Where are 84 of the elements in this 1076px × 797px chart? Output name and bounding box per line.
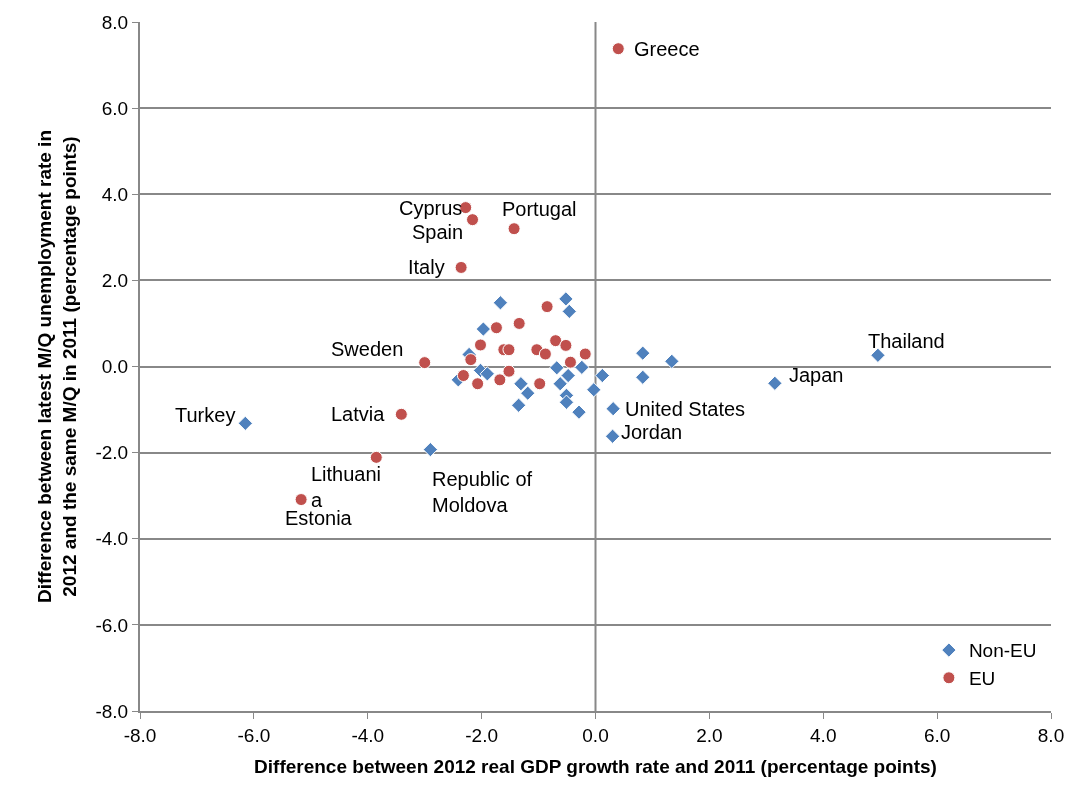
point	[540, 300, 554, 314]
point	[604, 428, 621, 444]
point	[552, 376, 568, 392]
annotation: Italy	[408, 256, 445, 278]
x-tick-label: 0.0	[582, 724, 609, 746]
annotation: Portugal	[502, 198, 577, 220]
legend-label: EU	[968, 668, 996, 690]
point	[635, 345, 651, 361]
point	[611, 42, 625, 56]
x-tick-label: 4.0	[810, 724, 837, 746]
y-tick-label: 8.0	[101, 11, 129, 33]
point	[571, 404, 587, 420]
point	[561, 303, 577, 320]
x-tick-label: -2.0	[465, 724, 499, 746]
point	[560, 367, 576, 384]
x-tick-label: 2.0	[696, 724, 723, 746]
point	[493, 373, 507, 387]
point	[418, 356, 432, 370]
y-tick-label: -8.0	[95, 700, 129, 722]
point	[520, 385, 536, 401]
y-tick-label: -6.0	[95, 614, 129, 636]
y-tick-label: -4.0	[95, 528, 129, 550]
annotation: United States	[625, 398, 746, 420]
annotation: Jordan	[621, 421, 683, 443]
point	[502, 364, 516, 378]
point	[767, 375, 783, 391]
y-tick-label: 2.0	[101, 270, 129, 292]
point	[369, 450, 383, 464]
point	[510, 397, 527, 413]
legend-label: Non-EU	[968, 640, 1037, 662]
x-axis-title: Difference between 2012 real GDP growth rate and 2011 (percentage points)	[254, 756, 937, 778]
point	[513, 376, 529, 392]
point	[466, 213, 480, 227]
x-tick-label: 8.0	[1037, 724, 1065, 746]
point	[294, 493, 308, 507]
point	[870, 347, 886, 363]
point	[574, 359, 590, 376]
point	[471, 377, 485, 391]
point	[664, 353, 680, 369]
point	[578, 347, 592, 361]
point	[464, 353, 478, 367]
point	[394, 407, 408, 421]
point	[502, 343, 516, 357]
point	[549, 360, 565, 376]
point	[558, 394, 575, 410]
point	[635, 369, 651, 385]
point	[507, 222, 521, 236]
point	[549, 334, 563, 348]
annotation: Japan	[789, 364, 844, 386]
point	[586, 382, 602, 398]
y-tick-label: 6.0	[101, 97, 129, 119]
point	[237, 415, 253, 431]
point	[454, 260, 468, 274]
point	[475, 321, 491, 337]
x-tick-label: -4.0	[351, 724, 385, 746]
annotation: Sweden	[331, 338, 404, 360]
x-tick-label: 6.0	[923, 724, 951, 746]
annotation: Spain	[412, 221, 464, 243]
y-axis-title: Difference between latest M/Q unemployment rate in 2012 and the same M/Q in 2011 (percentage points)	[34, 130, 80, 603]
annotation: Cyprus	[399, 197, 463, 219]
y-tick-label: 0.0	[101, 356, 129, 378]
annotation: Republic of Moldova	[432, 468, 533, 516]
point	[559, 338, 573, 352]
point	[474, 338, 487, 352]
point	[605, 401, 621, 417]
point	[489, 321, 503, 335]
annotation: Thailand	[868, 330, 945, 352]
y-tick-label: -2.0	[95, 442, 129, 464]
point	[422, 441, 439, 458]
point	[479, 366, 495, 382]
annotation: Turkey	[175, 404, 236, 426]
point	[594, 367, 610, 384]
point	[512, 316, 526, 330]
annotation: Latvia	[331, 403, 386, 425]
annotation: Greece	[634, 38, 700, 60]
x-tick-label: -6.0	[237, 724, 271, 746]
point	[538, 347, 552, 361]
point	[558, 291, 574, 307]
point	[533, 377, 547, 391]
point	[456, 369, 470, 383]
point	[492, 295, 509, 311]
point	[563, 355, 577, 369]
y-tick-label: 4.0	[101, 183, 129, 205]
x-tick-label: -8.0	[123, 724, 157, 746]
